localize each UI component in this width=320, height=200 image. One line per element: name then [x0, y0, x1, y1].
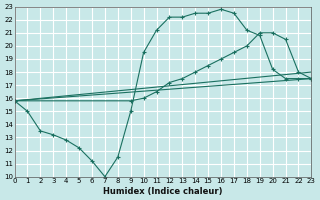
X-axis label: Humidex (Indice chaleur): Humidex (Indice chaleur) [103, 187, 223, 196]
